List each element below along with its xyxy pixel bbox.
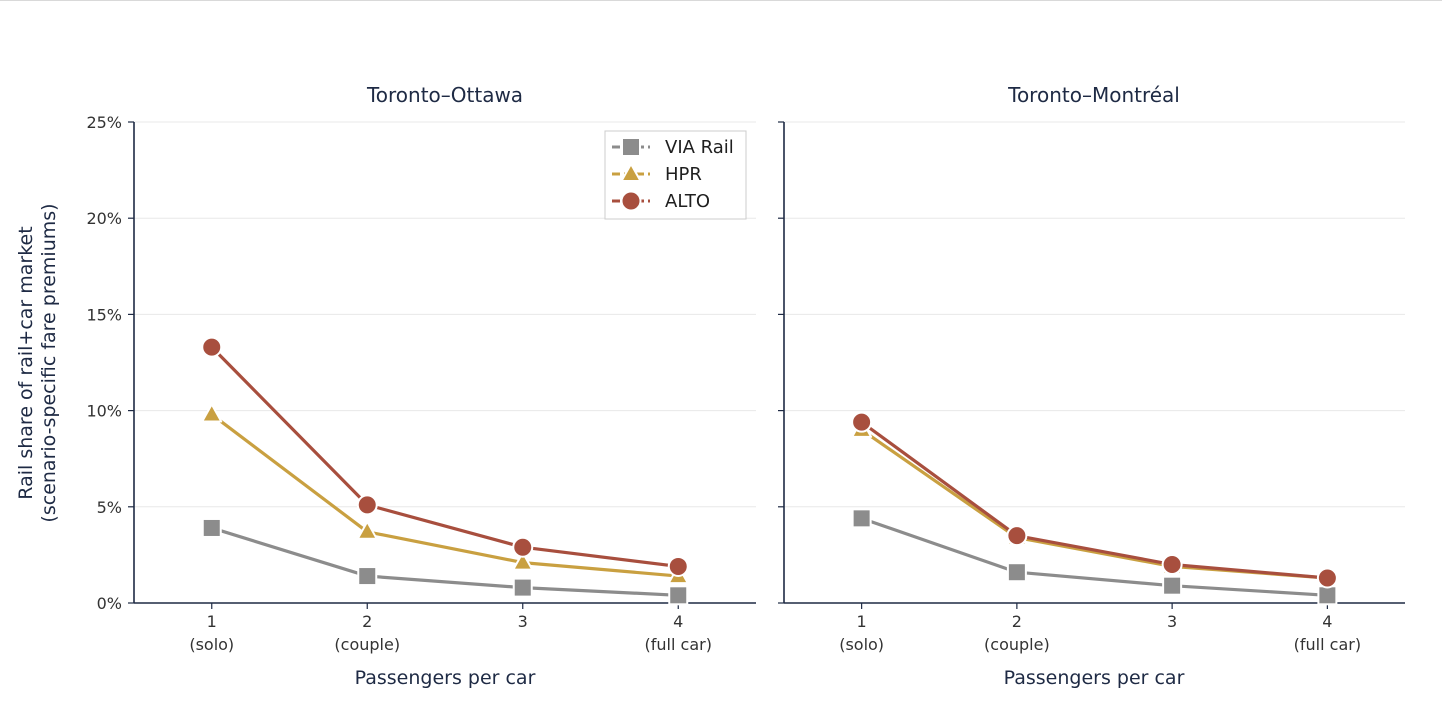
x-tick-label: 3 bbox=[1167, 612, 1177, 631]
x-tick-sublabel: (solo) bbox=[839, 635, 884, 654]
data-point bbox=[667, 555, 689, 577]
panel-1: 0% 5% 10% 15% 20% 25% 1 (solo) 2 (couple) 3 4 (full … bbox=[15, 83, 756, 689]
series-triangle bbox=[201, 403, 689, 585]
series-line-dash bbox=[861, 429, 1328, 579]
panel-title: Toronto–Ottawa bbox=[366, 83, 523, 107]
legend-label: ALTO bbox=[665, 191, 710, 212]
y-axis-title: Rail share of rail+car market bbox=[15, 226, 37, 499]
series-square bbox=[201, 517, 689, 606]
y-tick-label: 20% bbox=[86, 209, 122, 228]
x-tick-sublabel: (couple) bbox=[984, 635, 1050, 654]
data-point bbox=[512, 536, 534, 558]
data-point bbox=[1316, 567, 1338, 589]
data-point bbox=[201, 403, 223, 423]
data-point bbox=[668, 585, 689, 606]
data-point bbox=[1162, 575, 1183, 596]
legend: VIA Rail HPR ALTO bbox=[604, 130, 747, 220]
data-point bbox=[356, 520, 378, 540]
x-tick-sublabel: (solo) bbox=[189, 635, 234, 654]
series-line bbox=[211, 526, 679, 597]
series-square bbox=[851, 508, 1338, 606]
data-point bbox=[851, 411, 873, 433]
series-line-dash bbox=[211, 346, 679, 567]
x-tick-sublabel: (couple) bbox=[334, 635, 400, 654]
data-point bbox=[1006, 525, 1028, 547]
x-tick-sublabel: (full car) bbox=[645, 635, 712, 654]
legend-marker bbox=[620, 190, 642, 212]
panel-2: 1 (solo) 2 (couple) 3 4 (full car) Toronto–Mont… bbox=[778, 83, 1405, 689]
series-line bbox=[860, 420, 1328, 580]
series-line bbox=[861, 516, 1328, 597]
series-line-dash bbox=[211, 527, 679, 596]
legend-marker bbox=[621, 137, 641, 157]
legend-label: HPR bbox=[665, 164, 702, 185]
legend-label: VIA Rail bbox=[665, 137, 734, 158]
x-tick-label: 1 bbox=[857, 612, 867, 631]
top-divider bbox=[0, 0, 1442, 1]
x-tick-sublabel: (full car) bbox=[1294, 635, 1361, 654]
data-point bbox=[1006, 562, 1027, 583]
series-line bbox=[210, 413, 679, 578]
y-tick-label: 25% bbox=[86, 113, 122, 132]
legend-marker bbox=[620, 163, 642, 182]
x-tick-label: 2 bbox=[1012, 612, 1022, 631]
x-tick-label: 1 bbox=[207, 612, 217, 631]
x-tick-label: 3 bbox=[518, 612, 528, 631]
panel-title: Toronto–Montréal bbox=[1007, 83, 1180, 107]
data-point bbox=[356, 494, 378, 516]
data-point bbox=[357, 566, 378, 587]
series-circle bbox=[851, 411, 1338, 589]
series-line-dash bbox=[861, 421, 1328, 579]
y-tick-label: 10% bbox=[86, 402, 122, 421]
series-triangle bbox=[851, 418, 1338, 586]
series-circle bbox=[201, 336, 689, 577]
data-point bbox=[201, 336, 223, 358]
x-tick-label: 4 bbox=[1322, 612, 1332, 631]
y-tick-label: 5% bbox=[97, 498, 122, 517]
series-line-dash bbox=[861, 517, 1328, 596]
series-line bbox=[210, 345, 679, 569]
data-point bbox=[512, 551, 534, 571]
data-point bbox=[851, 508, 872, 529]
y-axis-subtitle: (scenario-specific fare premiums) bbox=[38, 203, 60, 522]
data-point bbox=[1317, 585, 1338, 606]
x-tick-label: 2 bbox=[362, 612, 372, 631]
series-line bbox=[860, 428, 1328, 580]
y-tick-label: 15% bbox=[86, 305, 122, 324]
x-tick-label: 4 bbox=[673, 612, 683, 631]
x-axis-title: Passengers per car bbox=[355, 667, 536, 689]
x-axis-title: Passengers per car bbox=[1004, 667, 1185, 689]
y-tick-label: 0% bbox=[97, 594, 122, 613]
series-line-dash bbox=[211, 414, 679, 577]
data-point bbox=[201, 517, 222, 538]
data-point bbox=[512, 577, 533, 598]
data-point bbox=[1161, 554, 1183, 576]
